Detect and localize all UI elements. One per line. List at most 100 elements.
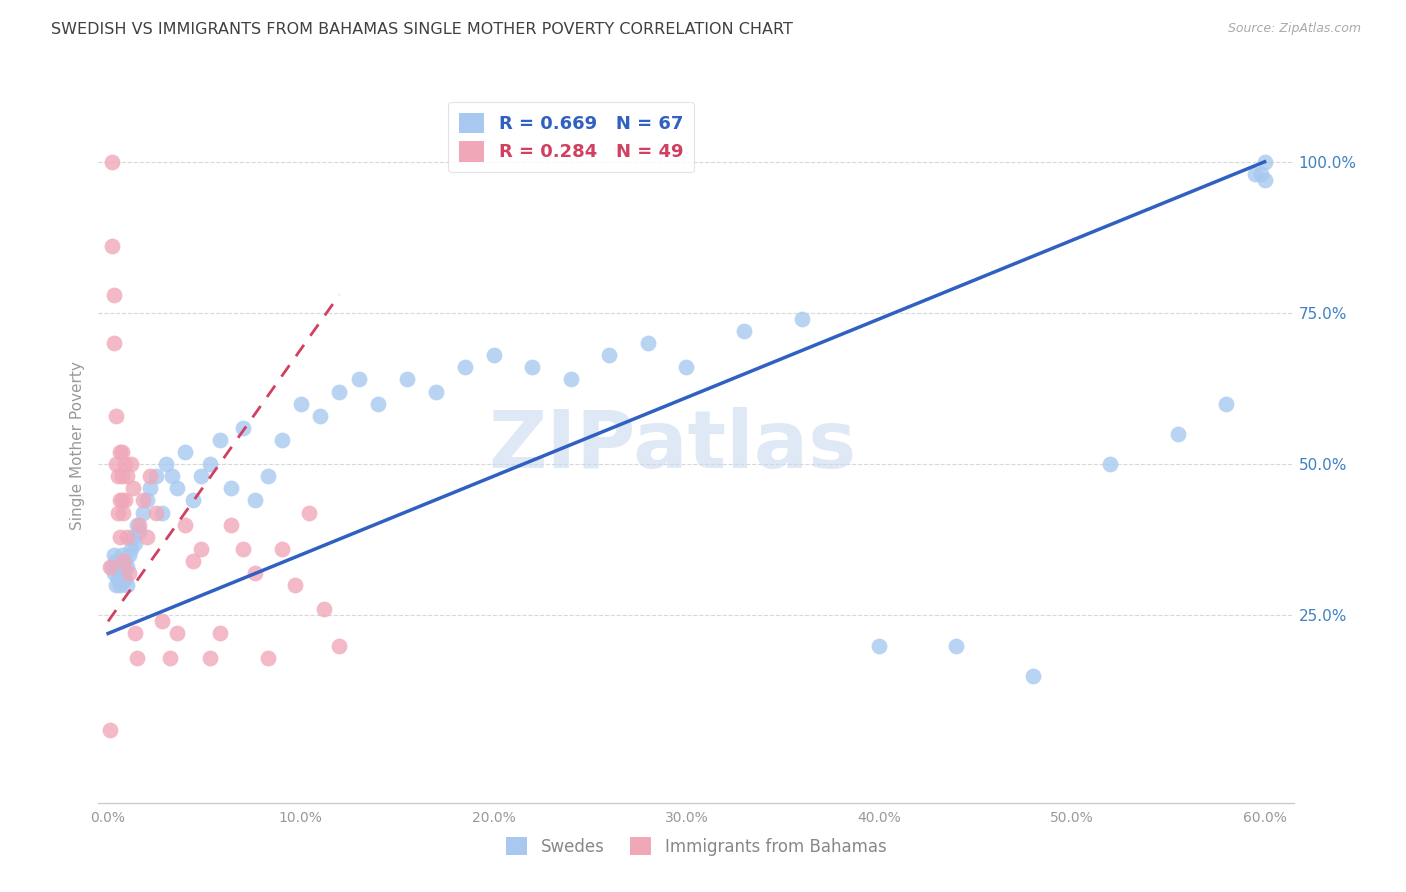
Point (166, 481, 188, 495)
Point (124, 535, 146, 549)
Text: Source: ZipAtlas.com: Source: ZipAtlas.com (1227, 22, 1361, 36)
Point (118, 548, 141, 562)
Point (101, 154, 124, 169)
Point (132, 493, 155, 508)
Point (135, 493, 157, 508)
Point (945, 639, 967, 653)
Point (1253, 154, 1275, 169)
Point (101, 560, 124, 574)
Point (117, 530, 139, 544)
Point (1253, 173, 1275, 187)
Point (200, 650, 222, 665)
Point (108, 530, 131, 544)
Point (733, 324, 755, 338)
Point (328, 384, 350, 399)
Point (128, 517, 150, 532)
Point (114, 572, 136, 586)
Point (145, 469, 167, 483)
Point (270, 541, 292, 556)
Point (790, 312, 813, 326)
Point (132, 506, 155, 520)
Point (328, 639, 350, 653)
Point (117, 469, 139, 483)
Point (108, 493, 131, 508)
Point (181, 554, 204, 568)
Point (232, 541, 254, 556)
Point (155, 457, 177, 471)
Point (107, 506, 129, 520)
Point (108, 578, 131, 592)
Point (135, 530, 157, 544)
Point (482, 348, 505, 362)
Point (520, 360, 543, 375)
Point (110, 469, 132, 483)
Point (110, 445, 132, 459)
Point (101, 239, 124, 253)
Point (108, 445, 131, 459)
Point (232, 421, 254, 435)
Point (112, 506, 135, 520)
Point (103, 336, 125, 351)
Point (1250, 167, 1272, 181)
Point (243, 566, 266, 580)
Point (221, 481, 243, 495)
Point (122, 530, 145, 544)
Point (270, 433, 292, 447)
Point (1215, 397, 1237, 411)
Point (395, 372, 418, 386)
Point (112, 560, 135, 574)
Point (104, 457, 127, 471)
Point (367, 397, 389, 411)
Point (160, 469, 183, 483)
Point (1022, 669, 1045, 683)
Point (560, 372, 582, 386)
Point (309, 409, 332, 423)
Point (125, 650, 148, 665)
Point (117, 560, 139, 574)
Point (425, 384, 447, 399)
Point (107, 560, 129, 574)
Point (290, 397, 312, 411)
Point (104, 578, 127, 592)
Point (1167, 426, 1189, 441)
Point (114, 554, 136, 568)
Point (208, 626, 231, 640)
Legend: Swedes, Immigrants from Bahamas: Swedes, Immigrants from Bahamas (499, 830, 893, 863)
Point (1099, 457, 1122, 471)
Point (1244, 167, 1267, 181)
Point (103, 548, 125, 562)
Point (120, 541, 142, 556)
Point (166, 626, 188, 640)
Point (190, 469, 212, 483)
Point (125, 517, 148, 532)
Point (104, 409, 127, 423)
Point (208, 433, 231, 447)
Point (150, 615, 173, 629)
Point (107, 572, 129, 586)
Point (200, 457, 222, 471)
Point (284, 578, 307, 592)
Point (107, 469, 129, 483)
Point (174, 445, 197, 459)
Point (297, 506, 319, 520)
Point (122, 481, 145, 495)
Point (675, 360, 697, 375)
Point (159, 650, 181, 665)
Point (139, 469, 162, 483)
Point (118, 566, 141, 580)
Point (150, 506, 173, 520)
Point (637, 336, 659, 351)
Point (128, 524, 150, 538)
Point (453, 360, 475, 375)
Point (114, 493, 136, 508)
Point (124, 626, 146, 640)
Point (110, 572, 132, 586)
Point (98, 723, 121, 738)
Point (145, 506, 167, 520)
Point (114, 457, 136, 471)
Point (257, 650, 280, 665)
Point (257, 469, 280, 483)
Point (347, 372, 370, 386)
Point (174, 517, 197, 532)
Point (243, 493, 266, 508)
